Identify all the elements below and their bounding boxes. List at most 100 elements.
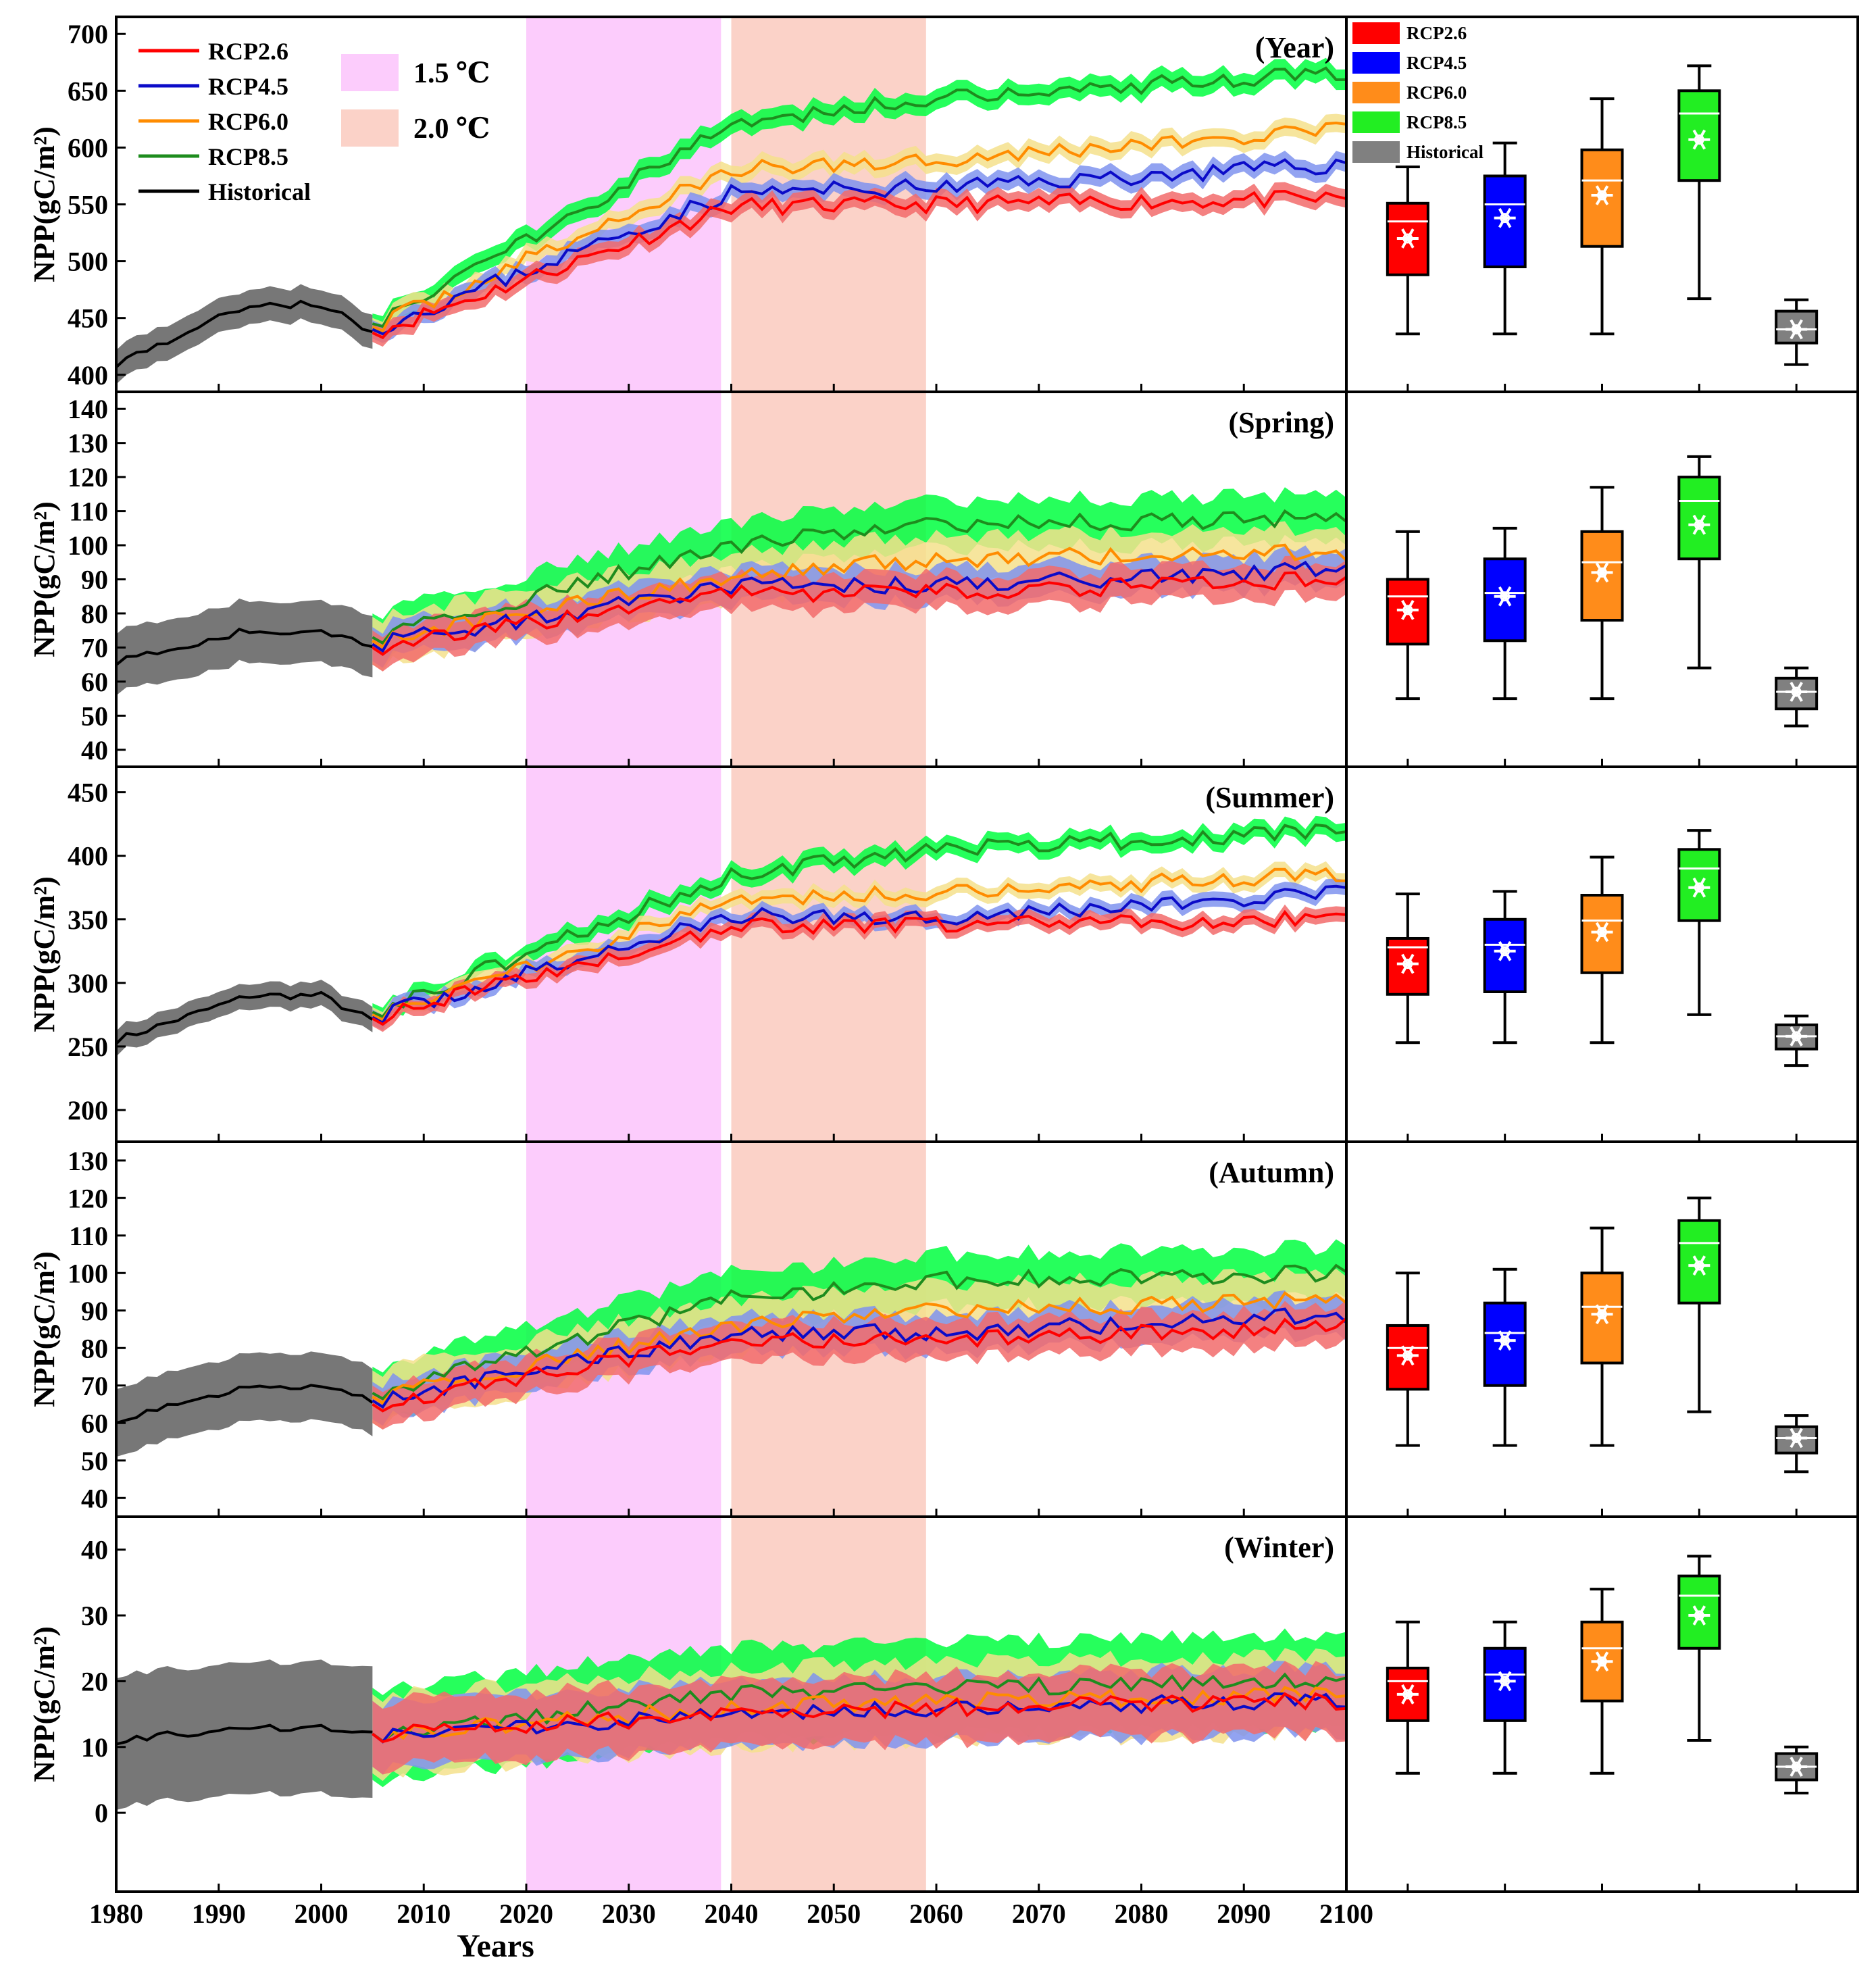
boxplot-rcp45 [1483,141,1527,392]
mean-star-center [1597,567,1607,578]
rcp60-line [372,121,1347,333]
mean-star-center [1402,233,1413,244]
mean-star-center [1402,959,1413,970]
mean-star-stroke [1498,940,1512,961]
mean-star-center [1500,1676,1511,1686]
historical-band [116,598,373,696]
mean-star-stroke [1401,953,1415,974]
rcp26-band [372,1299,1346,1430]
y-tick-label: 10 [81,1732,108,1763]
x-tick-label: 2070 [1012,1898,1066,1929]
line-legend: RCP2.6 RCP4.5 RCP6.0 RCP8.5 Historical [138,38,311,205]
panel-summer: 200 250 300 350 400 450 (Summer) NPP(gC/m²) [28,765,1859,1143]
panel-title: (Autumn) [1209,1156,1334,1189]
y-tick-label: 600 [68,132,108,163]
legend-line-label: RCP8.5 [208,143,288,170]
mean-star-stroke [1692,129,1706,150]
box-mean-marker [1396,1684,1419,1705]
mean-star-center [1597,1309,1607,1319]
mean-star-stroke [1692,514,1706,535]
mean-star-stroke [1401,600,1415,620]
legend-line-label: RCP2.6 [208,38,288,65]
box-iqr [1580,148,1624,248]
mean-star-center [1500,946,1511,957]
boxplot-rcp26 [1386,892,1429,1142]
mean-star-stroke [1595,185,1609,205]
x-axis-label: Years [457,1928,534,1964]
y-tick-label: 700 [68,19,108,49]
y-tick-label: 140 [68,394,108,424]
mean-star-stroke [1692,877,1706,898]
y-tick-label: 120 [68,462,108,493]
boxplot-rcp26 [1386,166,1429,392]
y-tick-label: 550 [68,190,108,220]
boxplot-rcp85 [1677,1197,1721,1517]
legend-line-label: Historical [208,178,311,205]
legend-box-swatch [1352,82,1400,103]
x-tick-label: 2090 [1217,1898,1271,1929]
box-mean-marker [1396,1345,1419,1366]
rcp26-band [372,1661,1346,1775]
box-mean-marker [1785,1428,1808,1449]
rcp60-band [372,1267,1346,1430]
historical-line [115,299,373,368]
y-tick-label: 20 [81,1666,108,1696]
x-tick-label: 2100 [1319,1898,1373,1929]
historical-line [115,990,374,1045]
warming-legend: 1.5 ℃ 2.0 ℃ [341,54,490,147]
mean-star-center [1402,1689,1413,1700]
boxplot-historical [1775,1014,1819,1142]
boxplot-historical [1775,298,1819,392]
rcp26-line [372,571,1348,657]
mean-star-stroke [1790,682,1803,702]
mean-star-center [1791,1031,1802,1042]
boxplot-rcp45 [1483,1267,1527,1517]
x-tick-label: 1980 [89,1898,143,1929]
y-tick-label: 70 [81,1371,108,1401]
historical-band [116,1659,373,1810]
mean-star-stroke [1595,1651,1609,1672]
box-mean-marker [1785,1026,1808,1047]
legend-box-swatch [1352,52,1400,74]
boxplot-rcp60 [1580,1226,1624,1517]
box-mean-marker [1494,1671,1516,1692]
box-mean-marker [1688,514,1710,535]
mean-star-center [1791,1432,1802,1443]
mean-star-center [1694,882,1704,893]
y-axis-label: NPP(gC/m²) [28,876,61,1032]
mean-star-stroke [1401,1684,1415,1705]
y-tick-label: 30 [81,1601,108,1631]
box-mean-marker [1396,228,1419,249]
rcp26-band [372,182,1346,347]
box-mean-marker [1591,1651,1613,1672]
boxplot-rcp45 [1483,1620,1527,1892]
box-iqr [1483,1301,1527,1387]
boxplot-rcp45 [1483,526,1527,767]
box-mean-marker [1591,1304,1613,1325]
y-tick-label: 40 [81,1535,108,1565]
y-tick-label: 50 [81,1446,108,1476]
y-tick-label: 80 [81,599,108,629]
mean-star-center [1597,190,1607,201]
x-tick-label: 2010 [397,1898,451,1929]
mean-star-stroke [1498,586,1512,607]
y-tick-label: 650 [68,76,108,106]
panel-title: (Winter) [1224,1531,1334,1564]
mean-star-stroke [1498,1330,1512,1351]
rcp85-band [372,487,1346,668]
y-tick-label: 400 [68,841,108,872]
y-tick-label: 110 [69,497,108,527]
y-tick-label: 130 [68,1146,108,1176]
historical-band [116,980,373,1057]
rcp85-band [372,1239,1346,1426]
rcp45-line [372,158,1347,336]
box-mean-marker [1785,319,1808,340]
mean-star-center [1500,591,1511,602]
x-tick-label: 2050 [807,1898,861,1929]
box-mean-marker [1785,1757,1808,1777]
panel-autumn: 40 50 60 70 80 90 100 110 120 130 (Autumn) NPP(gC/m… [28,1140,1859,1518]
historical-line [116,1384,374,1425]
mean-star-center [1791,686,1802,697]
